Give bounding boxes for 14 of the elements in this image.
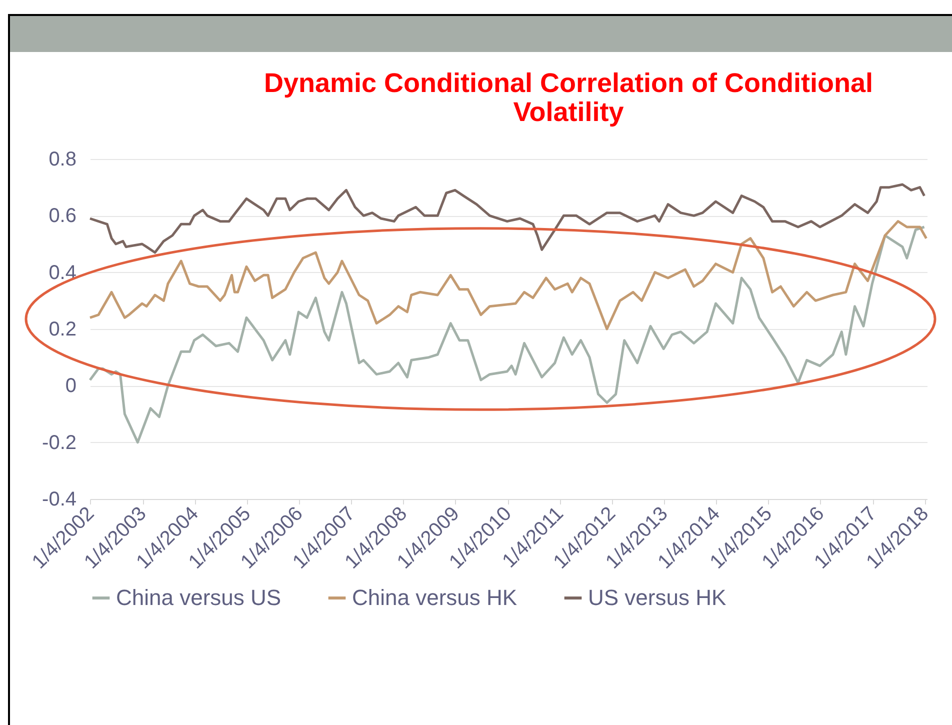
y-tick-label: 0.2	[48, 318, 76, 340]
y-tick-label: 0.4	[48, 262, 76, 284]
legend-label: China versus HK	[352, 585, 518, 610]
y-tick-label: 0	[65, 375, 76, 398]
legend-label: China versus US	[116, 585, 282, 610]
y-tick-label: 0.6	[48, 205, 76, 228]
chart-title: Dynamic Conditional Correlation of Conditional Volatility	[264, 68, 874, 127]
y-tick-label: -0.4	[42, 488, 76, 510]
legend-label: US versus HK	[588, 585, 726, 610]
line-series	[88, 226, 926, 444]
line-series	[88, 220, 928, 330]
y-tick-label: 0.8	[48, 148, 76, 170]
y-tick-label: -0.2	[42, 432, 76, 454]
line-series	[88, 183, 926, 254]
